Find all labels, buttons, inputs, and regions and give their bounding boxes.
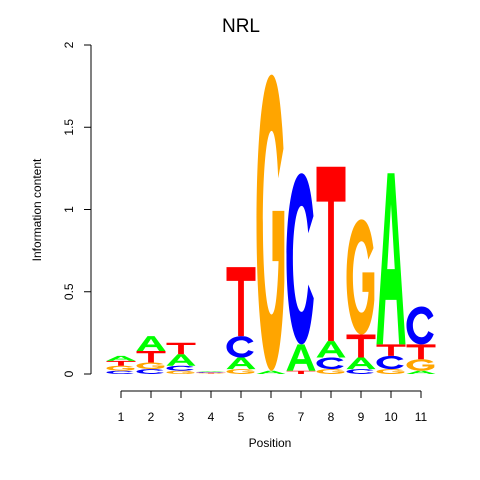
logo-letter-g-pos-11 (406, 359, 435, 371)
logo-letter-c-pos-1 (106, 370, 134, 374)
logo-letter-t-pos-7 (286, 370, 316, 374)
chart-title: NRL (222, 16, 260, 37)
x-tick-label: 11 (415, 410, 428, 424)
logo-letter-a-pos-1 (106, 355, 136, 361)
logo-letter-a-pos-8 (316, 341, 346, 358)
logo-letter-t-pos-8 (316, 166, 346, 342)
logo-letter-c-pos-7 (286, 173, 314, 345)
logo-letter-a-pos-6 (256, 370, 286, 374)
logo-letter-g-pos-4 (196, 373, 225, 374)
x-axis: 1 2 3 4 5 6 7 8 9 10 11 Position (118, 390, 428, 450)
logo-letter-c-pos-5 (226, 336, 254, 358)
logo-letter-c-pos-3 (166, 365, 194, 371)
y-tick-label: 1 (62, 206, 76, 213)
x-tick-label: 10 (384, 410, 398, 424)
logo-letter-t-pos-3 (166, 342, 196, 355)
logo-letter-c-pos-4 (196, 372, 224, 373)
x-tick-label: 1 (118, 410, 125, 424)
x-tick-label: 9 (358, 410, 365, 424)
logo-letter-a-pos-3 (166, 354, 196, 366)
y-tick-label: 0.5 (62, 283, 76, 300)
logo-letter-t-pos-1 (106, 360, 136, 366)
logo-letter-c-pos-2 (136, 369, 164, 374)
logo-letter-t-pos-5 (226, 267, 256, 337)
logo-letter-a-pos-9 (346, 357, 376, 370)
logo-letter-a-pos-10 (376, 173, 406, 345)
x-tick-label: 4 (208, 410, 215, 424)
y-tick-label: 0 (62, 370, 76, 377)
y-tick-label: 1.5 (62, 119, 76, 136)
logo-letter-g-pos-9 (346, 219, 375, 335)
logo-letter-g-pos-8 (316, 369, 345, 374)
logo-letter-t-pos-11 (406, 344, 436, 360)
logo-letter-g-pos-1 (106, 365, 135, 371)
x-tick-label: 2 (148, 410, 155, 424)
logo-letter-t-pos-4 (196, 372, 226, 374)
y-axis-ticks: 0 0.5 1 1.5 2 (62, 41, 91, 377)
logo-letter-g-pos-10 (376, 369, 405, 374)
logo-letter-a-pos-7 (286, 344, 316, 371)
logo-letter-t-pos-9 (346, 334, 376, 358)
logo-letter-stacks (106, 74, 436, 374)
y-tick-label: 2 (62, 41, 76, 48)
logo-letter-c-pos-11 (406, 306, 434, 345)
y-axis-label: Information content (30, 158, 44, 261)
logo-letter-g-pos-5 (226, 369, 255, 374)
x-tick-label: 3 (178, 410, 185, 424)
logo-letter-a-pos-11 (406, 370, 436, 374)
logo-letter-c-pos-9 (346, 369, 374, 374)
logo-letter-g-pos-2 (136, 362, 165, 370)
logo-letter-c-pos-8 (316, 357, 344, 370)
x-axis-label: Position (249, 436, 292, 450)
x-tick-label: 7 (298, 410, 305, 424)
logo-letter-c-pos-10 (376, 355, 404, 370)
x-tick-label: 5 (238, 410, 245, 424)
x-axis-ticks: 1 2 3 4 5 6 7 8 9 10 11 (118, 391, 428, 424)
logo-letter-g-pos-6 (256, 74, 285, 371)
logo-letter-a-pos-5 (226, 357, 256, 370)
logo-letter-t-pos-10 (376, 344, 406, 356)
logo-letter-t-pos-2 (136, 350, 166, 363)
logo-letter-a-pos-4 (196, 371, 226, 373)
y-axis: 0 0.5 1 1.5 2 Information content (30, 41, 92, 377)
x-tick-label: 8 (328, 410, 335, 424)
logo-letter-a-pos-2 (136, 336, 166, 351)
x-tick-label: 6 (268, 410, 275, 424)
logo-letter-g-pos-3 (166, 370, 195, 374)
